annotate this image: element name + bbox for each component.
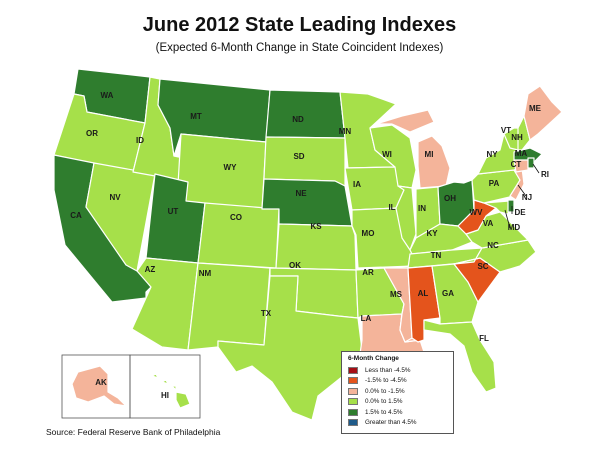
source-note: Source: Federal Reserve Bank of Philadel… [46, 427, 221, 437]
legend-swatch [348, 398, 358, 406]
legend-label: 0.0% to 1.5% [365, 398, 403, 406]
state-tx [217, 275, 363, 421]
state-label-ky: KY [426, 229, 438, 238]
state-label-ct: CT [511, 160, 522, 169]
state-label-wa: WA [101, 91, 114, 100]
state-label-ne: NE [295, 189, 307, 198]
state-label-mn: MN [339, 127, 352, 136]
state-az [131, 257, 199, 351]
state-label-sc: SC [477, 262, 488, 271]
state-nd [265, 89, 346, 139]
state-label-ar: AR [362, 268, 374, 277]
state-label-in: IN [418, 204, 426, 213]
legend-swatch [348, 408, 358, 416]
legend-item: -1.5% to -4.5% [348, 376, 447, 387]
legend-swatch [348, 419, 358, 427]
state-hi [151, 373, 191, 409]
state-label-az: AZ [145, 265, 156, 274]
legend-item: 0.0% to 1.5% [348, 397, 447, 408]
state-label-ma: MA [515, 149, 528, 158]
state-ri [527, 157, 535, 169]
legend-item: 1.5% to 4.5% [348, 407, 447, 418]
state-label-ms: MS [390, 290, 403, 299]
legend-label: -1.5% to -4.5% [365, 377, 407, 385]
state-label-la: LA [361, 314, 372, 323]
ri-leader-line [532, 163, 540, 174]
state-label-wi: WI [382, 150, 392, 159]
legend-item: Greater than 4.5% [348, 418, 447, 429]
state-label-tn: TN [431, 251, 442, 260]
state-label-nc: NC [487, 241, 499, 250]
state-label-id: ID [136, 136, 144, 145]
state-ks [275, 223, 357, 271]
state-ct [513, 159, 529, 173]
state-label-mo: MO [362, 229, 375, 238]
state-label-va: VA [483, 219, 494, 228]
state-nh [517, 115, 531, 151]
state-label-ca: CA [70, 211, 82, 220]
state-label-tx: TX [261, 309, 272, 318]
state-label-ia: IA [353, 180, 361, 189]
state-label-nv: NV [109, 193, 121, 202]
state-wy [176, 133, 267, 210]
map-title: June 2012 State Leading Indexes [142, 14, 457, 36]
state-label-nd: ND [292, 115, 304, 124]
state-ak [71, 365, 127, 407]
map-subtitle: (Expected 6-Month Change in State Coinci… [155, 42, 444, 54]
state-label-de: DE [514, 208, 526, 217]
state-label-hi: HI [161, 391, 169, 400]
state-label-nh: NH [511, 133, 523, 142]
state-mi-up [375, 109, 435, 133]
state-label-mt: MT [190, 112, 202, 121]
nj-leader-line [517, 184, 527, 197]
state-md [483, 200, 511, 215]
legend-label: Greater than 4.5% [365, 419, 417, 427]
md-leader-line [504, 209, 511, 229]
state-label-ak: AK [95, 378, 107, 387]
legend: 6-Month Change Less than -4.5% -1.5% to -… [341, 351, 454, 434]
state-label-vt: VT [501, 126, 511, 135]
state-label-mi: MI [425, 150, 434, 159]
state-label-sd: SD [293, 152, 304, 161]
state-il [395, 185, 417, 251]
state-label-me: ME [529, 104, 542, 113]
state-label-ut: UT [168, 207, 179, 216]
hawaii-inset-frame [129, 354, 201, 419]
state-label-wv: WV [470, 208, 484, 217]
state-label-co: CO [230, 213, 242, 222]
state-label-pa: PA [489, 179, 500, 188]
legend-swatch [348, 377, 358, 385]
state-fl [423, 319, 497, 393]
state-de [507, 199, 515, 213]
state-me [523, 85, 563, 141]
legend-item: 0.0% to -1.5% [348, 386, 447, 397]
state-label-il: IL [388, 203, 395, 212]
state-label-oh: OH [444, 194, 456, 203]
state-label-ny: NY [486, 150, 498, 159]
legend-swatch [348, 387, 358, 395]
state-label-ok: OK [289, 261, 301, 270]
state-label-al: AL [418, 289, 429, 298]
state-label-fl: FL [479, 334, 489, 343]
state-label-md: MD [508, 223, 521, 232]
state-label-ks: KS [310, 222, 322, 231]
legend-label: 0.0% to -1.5% [365, 387, 405, 395]
legend-item: Less than -4.5% [348, 365, 447, 376]
legend-label: 1.5% to 4.5% [365, 408, 403, 416]
legend-title: 6-Month Change [348, 355, 399, 362]
state-sd [263, 136, 346, 187]
state-mi [417, 135, 451, 189]
state-label-ga: GA [442, 289, 454, 298]
state-label-or: OR [86, 129, 98, 138]
state-label-nj: NJ [522, 193, 532, 202]
state-label-ri: RI [541, 170, 549, 179]
state-labels: WA OR CA ID NV MT WY UT AZ CO NM ND SD NE KS OK TX MN IA MO… [70, 91, 549, 400]
legend-swatch [348, 366, 358, 374]
legend-label: Less than -4.5% [365, 366, 411, 374]
state-label-wy: WY [224, 163, 238, 172]
state-label-nm: NM [199, 269, 212, 278]
